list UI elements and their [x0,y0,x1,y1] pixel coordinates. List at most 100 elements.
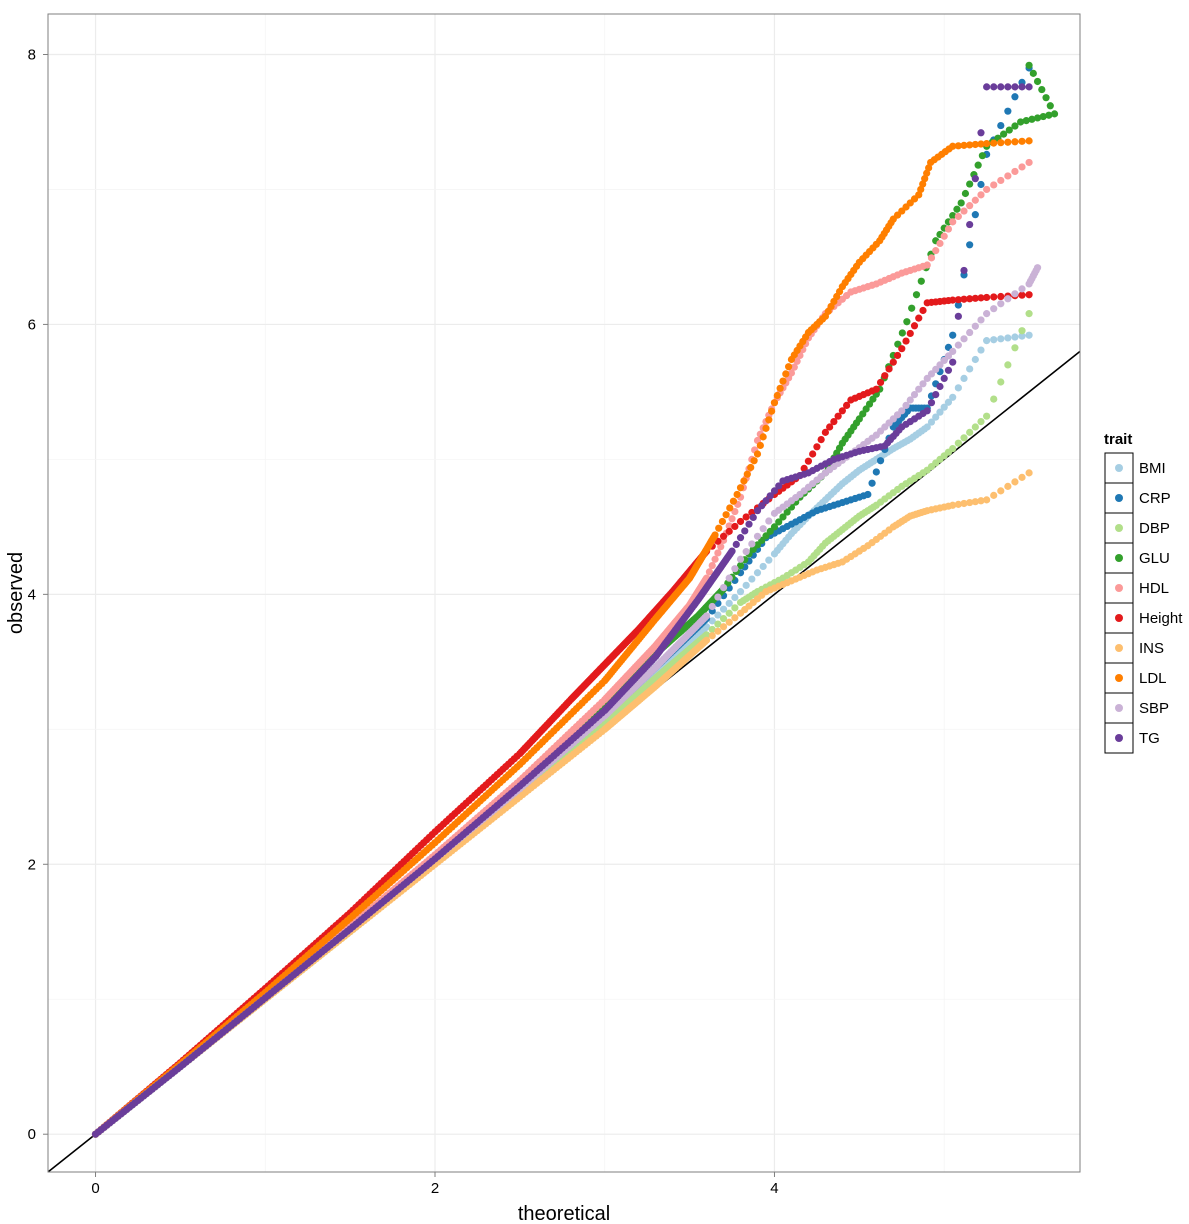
point-ins [966,498,974,507]
point-glu [766,527,774,535]
point-crp [949,331,957,339]
point-ins [731,614,739,622]
point-ldl [966,141,974,149]
point-height [821,428,829,436]
point-ldl [776,384,784,392]
point-sbp [731,565,739,573]
point-bmi [759,562,767,571]
point-sbp [983,310,991,318]
point-tg [954,312,962,320]
point-bmi [966,365,974,373]
point-tg [736,534,745,542]
point-glu [1005,126,1013,134]
legend-key-point [1115,584,1123,592]
y-tick-label: 0 [28,1126,36,1143]
series-ldl [91,137,1033,1138]
point-height [826,423,834,431]
point-ldl [753,450,762,458]
point-ldl [722,511,730,519]
point-hdl [971,196,979,204]
legend-label: GLU [1139,550,1170,567]
point-height [954,296,962,304]
legend-item-bmi: BMI [1104,452,1166,484]
point-tg [749,513,757,522]
point-tg [983,83,991,91]
point-height [1025,291,1033,299]
point-dbp [960,434,968,442]
point-ldl [977,140,985,148]
point-tg [1025,83,1033,91]
legend-key-point [1115,704,1123,712]
point-hdl [711,555,719,563]
point-sbp [1011,290,1019,298]
point-height [910,322,919,330]
point-bmi [765,556,773,564]
legend-key-point [1115,734,1123,742]
y-tick-label: 4 [28,586,36,603]
point-sbp [1004,295,1012,303]
point-sbp [719,584,728,592]
point-glu [779,513,787,521]
point-ins [714,627,722,635]
point-height [983,293,991,302]
point-bmi [725,599,733,607]
point-sbp [1018,285,1026,293]
point-height [817,435,825,444]
point-bmi [971,355,979,364]
point-sbp [960,335,968,343]
point-sbp [742,548,750,556]
point-tg [728,547,736,555]
point-glu [1011,122,1019,130]
point-hdl [966,202,974,210]
point-sbp [971,322,979,330]
point-tg [949,358,957,366]
point-bmi [949,393,957,401]
legend-item-crp: CRP [1104,482,1171,514]
point-sbp [940,356,948,365]
point-ins [719,623,728,631]
legend-label: INS [1139,640,1164,657]
point-dbp [731,604,739,612]
point-glu [1046,102,1054,110]
point-ldl [990,139,998,147]
point-sbp [898,407,906,415]
point-sbp [725,574,733,582]
point-tg [1004,83,1012,91]
point-height [893,351,902,360]
point-glu [917,277,925,285]
legend-item-height: Height [1104,602,1183,634]
point-bmi [748,575,756,583]
point-height [966,295,974,303]
point-ldl [718,517,727,526]
point-tg [745,520,753,528]
point-height [902,337,910,345]
point-tg [753,507,762,515]
point-ldl [923,169,931,177]
point-height [889,358,897,366]
point-dbp [983,412,991,420]
legend-item-hdl: HDL [1104,572,1169,604]
point-ldl [1018,137,1026,145]
point-height [885,365,893,373]
point-ldl [729,497,738,505]
point-ins [708,632,716,640]
legend-key-point [1115,464,1123,472]
point-tg [944,366,953,374]
legend-item-tg: TG [1104,722,1160,754]
point-bmi [731,593,739,602]
legend-item-glu: GLU [1104,542,1170,574]
point-bmi [936,408,944,416]
point-sbp [977,316,985,324]
point-ldl [750,457,758,465]
point-dbp [702,631,711,639]
point-ldl [768,407,776,415]
point-tg [936,382,944,391]
point-crp [954,301,962,309]
legend-label: Height [1139,610,1183,627]
legend-label: SBP [1139,700,1169,717]
point-ins [1011,478,1019,486]
point-dbp [719,615,728,623]
point-dbp [990,395,998,403]
point-ins [971,498,979,506]
point-height [949,296,957,304]
